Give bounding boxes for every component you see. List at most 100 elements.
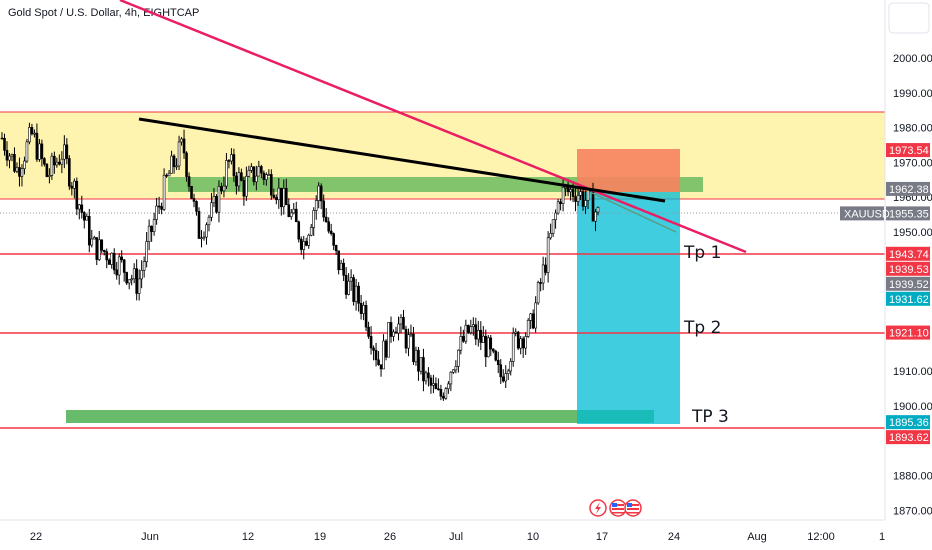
candle-body (444, 388, 448, 399)
candle-body (50, 155, 54, 176)
candle-body (135, 268, 138, 294)
candle-body (192, 198, 196, 202)
candle-body (242, 180, 246, 197)
candle-body (28, 127, 31, 143)
candle-body (60, 158, 64, 165)
candles (0, 122, 600, 401)
candle-body (297, 221, 301, 240)
candle-body (544, 264, 547, 273)
pink-trendline[interactable] (119, 0, 747, 254)
candle-body (362, 305, 365, 314)
candle-body (576, 195, 580, 202)
candle-body (255, 175, 258, 183)
candle-body (501, 376, 505, 382)
candle-body (90, 238, 94, 246)
candle-body (95, 237, 99, 260)
y-tick-label: 1900.00 (893, 401, 932, 413)
candle-body (157, 205, 161, 208)
candle-body (270, 174, 273, 196)
candle-body (332, 233, 335, 246)
candle-body (287, 204, 291, 217)
candle-body (260, 166, 263, 174)
candle-body (491, 348, 495, 352)
candle-body (279, 187, 283, 208)
candle-body (334, 245, 338, 252)
candle-body (132, 268, 136, 280)
candle-body (5, 150, 9, 161)
candle-body (150, 225, 153, 232)
candle-body (110, 252, 114, 265)
candle-body (68, 158, 71, 187)
price-badge (886, 291, 930, 306)
candle-body (419, 357, 423, 372)
lightning-icon[interactable] (589, 499, 607, 517)
take-profit-box[interactable] (577, 192, 680, 424)
candle-body (0, 137, 4, 140)
x-tick-label: 12 (242, 531, 254, 543)
candle-body (87, 216, 91, 246)
us-flag-icon[interactable] (624, 499, 642, 517)
candle-body (210, 202, 213, 218)
candle-body (122, 259, 126, 273)
candle-body (464, 324, 468, 342)
candle-body (397, 323, 400, 334)
candle-body (302, 241, 306, 250)
x-tick-label: Aug (747, 531, 767, 543)
candle-body (13, 154, 16, 172)
candle-body (317, 185, 321, 201)
candle-body (252, 166, 256, 183)
candle-body (427, 372, 430, 379)
x-tick-label: 12:00 (807, 531, 835, 543)
candle-body (232, 154, 236, 177)
candle-body (402, 316, 405, 330)
candle-body (337, 250, 340, 271)
candle-body (292, 208, 296, 214)
candle-body (262, 172, 266, 180)
x-tick-label: 19 (314, 531, 326, 543)
candle-body (412, 333, 415, 363)
black-trendline[interactable] (138, 117, 666, 203)
candle-body (155, 205, 158, 220)
price-badge-label: 1921.10 (889, 328, 929, 340)
candle-body (529, 313, 532, 321)
candle-body (571, 189, 575, 197)
candle-body (442, 395, 445, 399)
axis-settings-button[interactable] (888, 2, 930, 34)
candle-body (454, 366, 458, 371)
support-zone-lower (66, 410, 654, 423)
candle-body (147, 225, 151, 242)
candle-body (424, 372, 428, 382)
candle-body (319, 185, 323, 202)
candle-body (496, 359, 500, 365)
candle-body (414, 349, 418, 363)
candle-body (439, 389, 443, 397)
price-badge (886, 261, 930, 276)
candle-body (272, 194, 276, 198)
candle-body (25, 141, 29, 162)
y-tick-label: 1970.00 (893, 157, 932, 169)
candle-body (58, 161, 61, 165)
candle-body (382, 340, 385, 370)
candle-body (282, 188, 286, 208)
candle-body (479, 330, 483, 343)
price-badge (886, 181, 930, 196)
y-tick-label: 2000.00 (893, 53, 932, 65)
candle-body (549, 233, 552, 239)
x-tick-label: 1 (879, 531, 885, 543)
time-axis[interactable] (0, 520, 932, 550)
candle-body (534, 302, 537, 329)
candle-body (152, 219, 156, 232)
price-badge (886, 246, 930, 261)
candle-body (504, 373, 508, 382)
candle-body (322, 200, 325, 218)
stop-loss-box[interactable] (577, 149, 680, 192)
us-flag-icon[interactable] (609, 499, 627, 517)
candle-body (551, 219, 555, 234)
price-badge (886, 276, 930, 291)
candle-body (82, 212, 86, 221)
candle-body (309, 227, 313, 236)
price-badge (886, 415, 930, 430)
candle-body (230, 154, 233, 162)
candle-body (379, 364, 383, 370)
